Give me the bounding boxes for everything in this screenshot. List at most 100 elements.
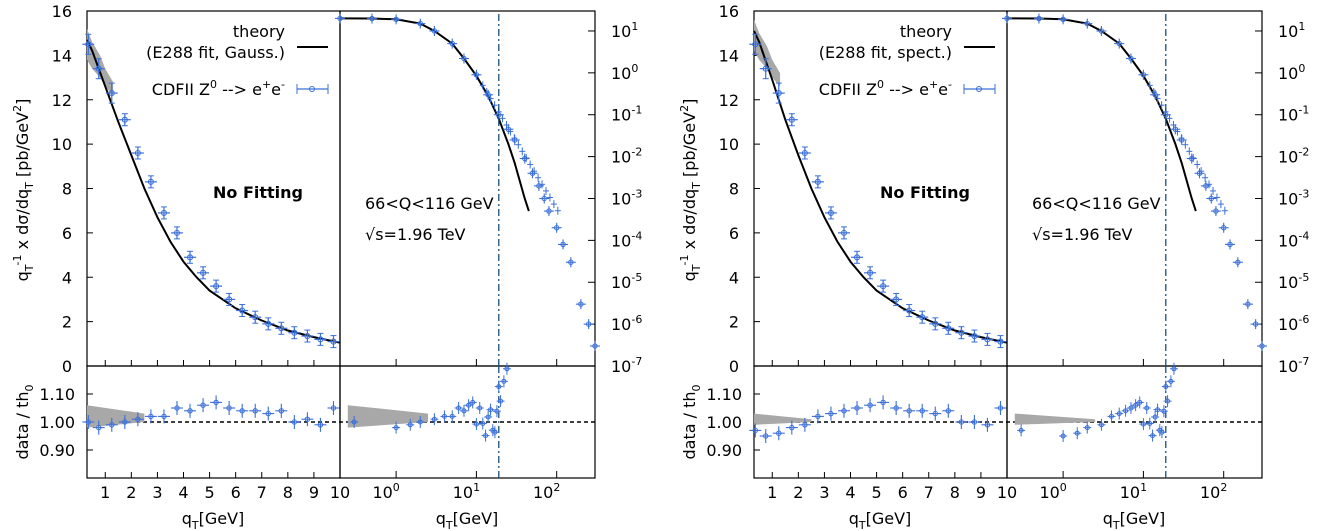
x-axis-title-linear: qT[GeV] <box>182 509 245 531</box>
data-point-log <box>1186 147 1193 156</box>
data-point <box>798 146 811 160</box>
ratio-point-log <box>499 375 508 388</box>
x-tick-label: 2 <box>126 483 136 502</box>
data-point-log <box>1182 140 1189 149</box>
data-point <box>210 279 223 293</box>
data-point <box>824 206 837 220</box>
data-point <box>785 113 798 127</box>
x-tick-label: 9 <box>976 483 986 502</box>
ratio-point-log <box>1142 402 1151 415</box>
ratio-y-tick-label: 1.00 <box>39 413 75 432</box>
data-point <box>749 33 762 55</box>
data-point-log <box>575 299 586 310</box>
y-log-tick-label: 101 <box>611 20 638 41</box>
ratio-band-log <box>1014 413 1096 425</box>
y-tick-label: 2 <box>62 313 72 332</box>
data-point-log <box>1002 13 1012 24</box>
theory-curve-log <box>339 17 530 212</box>
ratio-y-tick-label: 0.90 <box>39 441 75 460</box>
ratio-point-log <box>475 402 484 415</box>
ratio-point-log <box>1151 410 1160 423</box>
data-point-log <box>366 13 377 24</box>
y-log-tick-label: 10-2 <box>611 146 642 167</box>
data-point-log <box>1125 53 1136 64</box>
data-point-log <box>1158 101 1165 110</box>
y-axis-title: qT-1 x dσ/dqT [pb/GeV2] <box>11 99 36 282</box>
data-point <box>131 146 144 160</box>
ratio-point-log <box>1157 426 1166 439</box>
ratio-point <box>916 403 929 418</box>
data-point <box>144 175 157 189</box>
ratio-point <box>903 403 916 418</box>
data-point-log <box>1206 193 1217 204</box>
ratio-point-log <box>392 421 401 434</box>
x-tick-label: 5 <box>871 483 881 502</box>
data-point <box>92 58 105 80</box>
y-tick-label: 6 <box>62 224 72 243</box>
ratio-point-log <box>486 403 495 416</box>
ratio-point <box>157 409 170 424</box>
data-point-log <box>1194 168 1205 179</box>
ratio-point-log <box>481 429 490 442</box>
data-point <box>916 310 929 324</box>
data-point <box>327 335 340 349</box>
x-log-tick-label: 100 <box>1039 481 1066 502</box>
data-point-log <box>550 200 557 209</box>
data-point-log <box>539 180 546 189</box>
x-log-tick-label: 102 <box>1200 481 1227 502</box>
ratio-point-log <box>1159 405 1168 418</box>
data-point <box>837 226 850 240</box>
x-axis-title-log: qT[GeV] <box>436 509 499 531</box>
x-tick-label: 9 <box>309 483 319 502</box>
data-point-log <box>1210 206 1221 217</box>
ratio-point-log <box>1115 407 1124 420</box>
ratio-point <box>288 415 301 429</box>
ratio-point <box>262 406 275 421</box>
y-tick-label: 8 <box>729 180 739 199</box>
y-tick-label: 12 <box>719 91 739 110</box>
data-point <box>184 250 197 264</box>
y-log-tick-label: 10-3 <box>611 187 642 208</box>
data-point-log <box>458 53 469 64</box>
y-tick-label: 12 <box>52 91 72 110</box>
ratio-y-tick-label: 0.90 <box>706 441 742 460</box>
ratio-y-axis-title: data / th0 <box>680 384 703 459</box>
ratio-point <box>772 426 785 441</box>
annotation-q-range: 66<Q<116 GeV <box>1032 194 1161 213</box>
data-point-log <box>1217 200 1224 209</box>
data-point <box>981 332 994 346</box>
data-point-log <box>391 14 402 25</box>
data-point-log <box>1242 299 1253 310</box>
data-point-log <box>527 160 534 169</box>
data-point-log <box>565 257 576 268</box>
ratio-y-axis-title: data / th0 <box>13 384 36 459</box>
ratio-point <box>890 401 903 415</box>
data-point <box>105 82 118 104</box>
data-point-log <box>483 87 490 96</box>
y-log-tick-label: 10-4 <box>1278 229 1309 250</box>
ratio-point <box>968 415 981 429</box>
y-axis-title-text: qT-1 x dσ/dqT [pb/GeV2] <box>678 99 703 282</box>
data-point-log <box>1209 186 1216 195</box>
ratio-point <box>877 395 890 410</box>
x-tick-label: 4 <box>845 483 855 502</box>
ratio-point-log <box>502 362 511 375</box>
data-point-log <box>590 341 600 352</box>
y-log-tick-label: 100 <box>1278 62 1305 83</box>
ratio-point <box>785 420 798 435</box>
data-point-log <box>1257 341 1267 352</box>
data-point <box>772 82 785 104</box>
ratio-point <box>798 417 811 432</box>
x-tick-label: 8 <box>950 483 960 502</box>
y-axis-title: qT-1 x dσ/dqT [pb/GeV2] <box>678 99 703 282</box>
ratio-point-log <box>494 380 503 393</box>
legend-theory-label: theory <box>900 22 952 41</box>
data-point-log <box>1170 120 1177 129</box>
x-tick-label: 2 <box>793 483 803 502</box>
data-point <box>82 33 95 55</box>
ratio-point-log <box>416 416 425 428</box>
annotation-no-fitting: No Fitting <box>880 183 970 202</box>
data-point <box>890 292 903 306</box>
